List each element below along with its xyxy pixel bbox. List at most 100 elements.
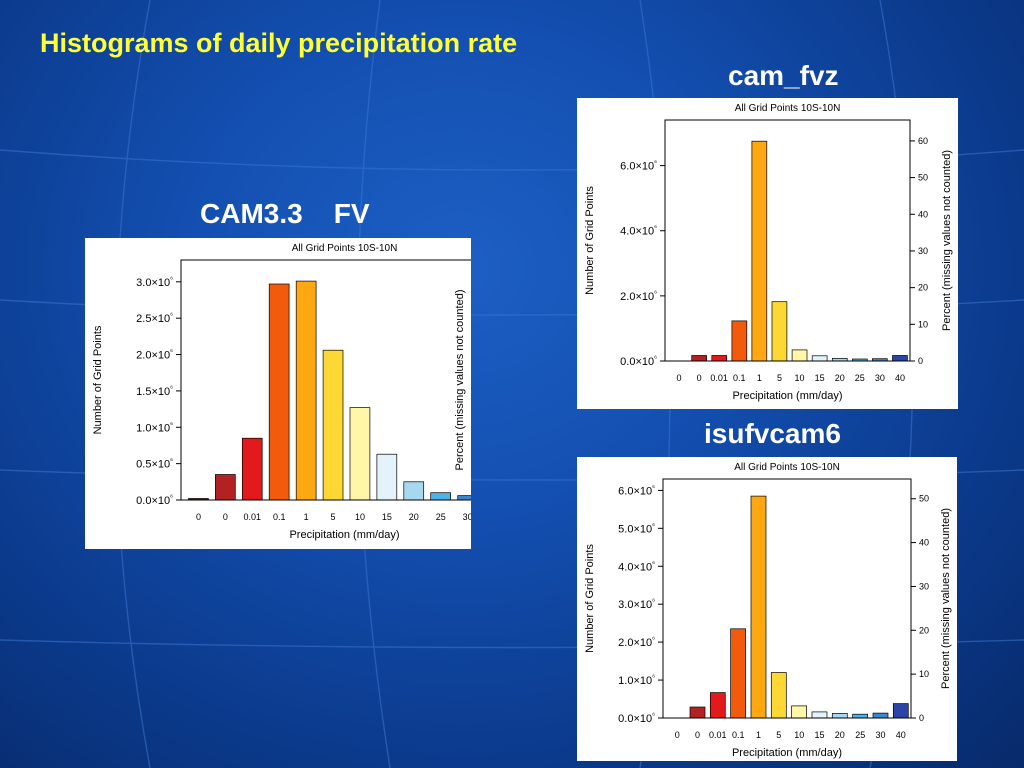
y-axis-label: Number of Grid Points — [584, 186, 596, 295]
x-tick-label: 0.1 — [733, 373, 746, 383]
x-tick-label: 15 — [815, 373, 825, 383]
y2-tick-label: 20 — [918, 283, 928, 293]
x-tick-label: 25 — [855, 373, 865, 383]
chart-panel-isufvcam6: All Grid Points 10S-10N 0.0×10⁶ 1.0×10⁶ 2.0… — [577, 457, 957, 761]
histogram-bar — [730, 628, 746, 719]
histogram-bar — [349, 407, 371, 501]
y-tick-label: 2.5×10⁶ — [136, 312, 173, 325]
y-tick-label: 6.0×10⁶ — [620, 160, 657, 173]
y2-axis-label: Percent (missing values not counted) — [454, 290, 466, 471]
histogram-bar — [892, 355, 908, 362]
y2-axis-label: Percent (missing values not counted) — [940, 508, 952, 689]
y-tick-label: 4.0×10⁶ — [618, 560, 655, 573]
y-tick-label: 0.0×10⁶ — [618, 712, 655, 725]
histogram-bar — [403, 481, 425, 501]
y-tick-label: 0.5×10⁶ — [136, 458, 173, 471]
x-tick-label: 0.01 — [710, 373, 728, 383]
histogram-bar — [750, 495, 767, 719]
chart-cam33-fv: All Grid Points 10S-10N 0.0×10⁶ 0.5×10⁶ 1.0… — [92, 243, 471, 541]
y2-tick-label: 10 — [919, 669, 929, 679]
x-axis-label: Precipitation (mm/day) — [289, 529, 399, 541]
y-tick-label: 1.5×10⁶ — [136, 385, 173, 398]
x-tick-label: 30 — [875, 373, 885, 383]
histogram-bar — [711, 355, 728, 362]
histogram-bar — [691, 355, 707, 362]
x-tick-label: 30 — [463, 512, 471, 522]
x-axis-label: Precipitation (mm/day) — [732, 747, 842, 759]
y-tick-label: 4.0×10⁶ — [620, 225, 657, 238]
plot-frame — [662, 478, 912, 719]
histogram-bar — [689, 706, 706, 719]
x-tick-label: 0 — [196, 512, 201, 522]
x-tick-label: 10 — [794, 373, 804, 383]
histogram-bar — [791, 705, 807, 719]
x-tick-label: 0 — [695, 730, 700, 740]
chart-title: All Grid Points 10S-10N — [735, 103, 841, 114]
x-tick-label: 20 — [835, 730, 845, 740]
y-tick-label: 6.0×10⁶ — [618, 484, 655, 497]
histogram-bar — [241, 437, 263, 501]
x-tick-label: 1 — [757, 373, 762, 383]
histogram-bar — [268, 283, 290, 501]
chart-panel-cam-fvz: All Grid Points 10S-10N 0.0×10⁶ 2.0×10⁶ 4.0… — [577, 98, 958, 409]
x-tick-label: 40 — [895, 373, 905, 383]
x-tick-label: 25 — [436, 512, 446, 522]
plot-frame — [180, 259, 471, 501]
x-tick-label: 30 — [875, 730, 885, 740]
y2-tick-label: 50 — [919, 494, 929, 504]
histogram-bar — [770, 672, 787, 719]
y2-tick-label: 0 — [919, 713, 924, 723]
histogram-bar — [430, 492, 451, 501]
chart-isufvcam6: All Grid Points 10S-10N 0.0×10⁶ 1.0×10⁶ 2.0… — [584, 462, 952, 759]
y-tick-label: 3.0×10⁶ — [618, 598, 655, 611]
x-tick-label: 40 — [896, 730, 906, 740]
slide-title: Histograms of daily precipitation rate — [40, 28, 518, 58]
histogram-bar — [791, 349, 808, 362]
y2-axis-label: Percent (missing values not counted) — [941, 150, 953, 331]
y-tick-label: 0.0×10⁶ — [136, 494, 173, 507]
x-tick-label: 5 — [330, 512, 335, 522]
y-tick-label: 0.0×10⁶ — [620, 355, 657, 368]
chart-cam-fvz: All Grid Points 10S-10N 0.0×10⁶ 2.0×10⁶ 4.0… — [584, 103, 953, 402]
x-tick-label: 0 — [675, 730, 680, 740]
histogram-bar — [811, 711, 828, 719]
x-tick-label: 5 — [777, 373, 782, 383]
x-tick-label: 10 — [355, 512, 365, 522]
x-tick-label: 0 — [697, 373, 702, 383]
x-tick-label: 0.01 — [244, 512, 262, 522]
x-tick-label: 15 — [814, 730, 824, 740]
x-tick-label: 10 — [794, 730, 804, 740]
y2-tick-label: 10 — [918, 319, 928, 329]
x-tick-label: 1 — [304, 512, 309, 522]
y2-tick-label: 20 — [919, 625, 929, 635]
y2-tick-label: 0 — [918, 356, 923, 366]
histogram-bar — [771, 301, 788, 362]
y-axis-label: Number of Grid Points — [92, 325, 104, 434]
y-axis-label: Number of Grid Points — [584, 544, 596, 653]
y2-tick-label: 40 — [919, 538, 929, 548]
chart-title: All Grid Points 10S-10N — [292, 243, 398, 254]
histogram-bar — [457, 495, 471, 501]
histogram-bar — [295, 280, 317, 501]
y2-tick-label: 40 — [918, 209, 928, 219]
x-tick-label: 0.01 — [709, 730, 727, 740]
histogram-bar — [322, 349, 344, 501]
histogram-bar — [831, 713, 848, 719]
y-tick-label: 2.0×10⁶ — [620, 290, 657, 303]
histogram-bar — [892, 703, 909, 719]
y-tick-label: 1.0×10⁶ — [136, 421, 173, 434]
y-tick-label: 2.0×10⁶ — [136, 349, 173, 362]
y2-tick-label: 50 — [918, 173, 928, 183]
histogram-bar — [215, 474, 236, 501]
x-tick-label: 0.1 — [732, 730, 745, 740]
x-tick-label: 5 — [776, 730, 781, 740]
panel-label-isufvcam6: isufvcam6 — [704, 418, 841, 449]
histogram-bar — [872, 712, 889, 719]
chart-title: All Grid Points 10S-10N — [734, 462, 840, 473]
x-tick-label: 0.1 — [273, 512, 286, 522]
x-tick-label: 1 — [756, 730, 761, 740]
plot-frame — [664, 119, 911, 362]
histogram-bar — [751, 140, 768, 362]
x-tick-label: 0 — [223, 512, 228, 522]
y-tick-label: 3.0×10⁶ — [136, 276, 173, 289]
